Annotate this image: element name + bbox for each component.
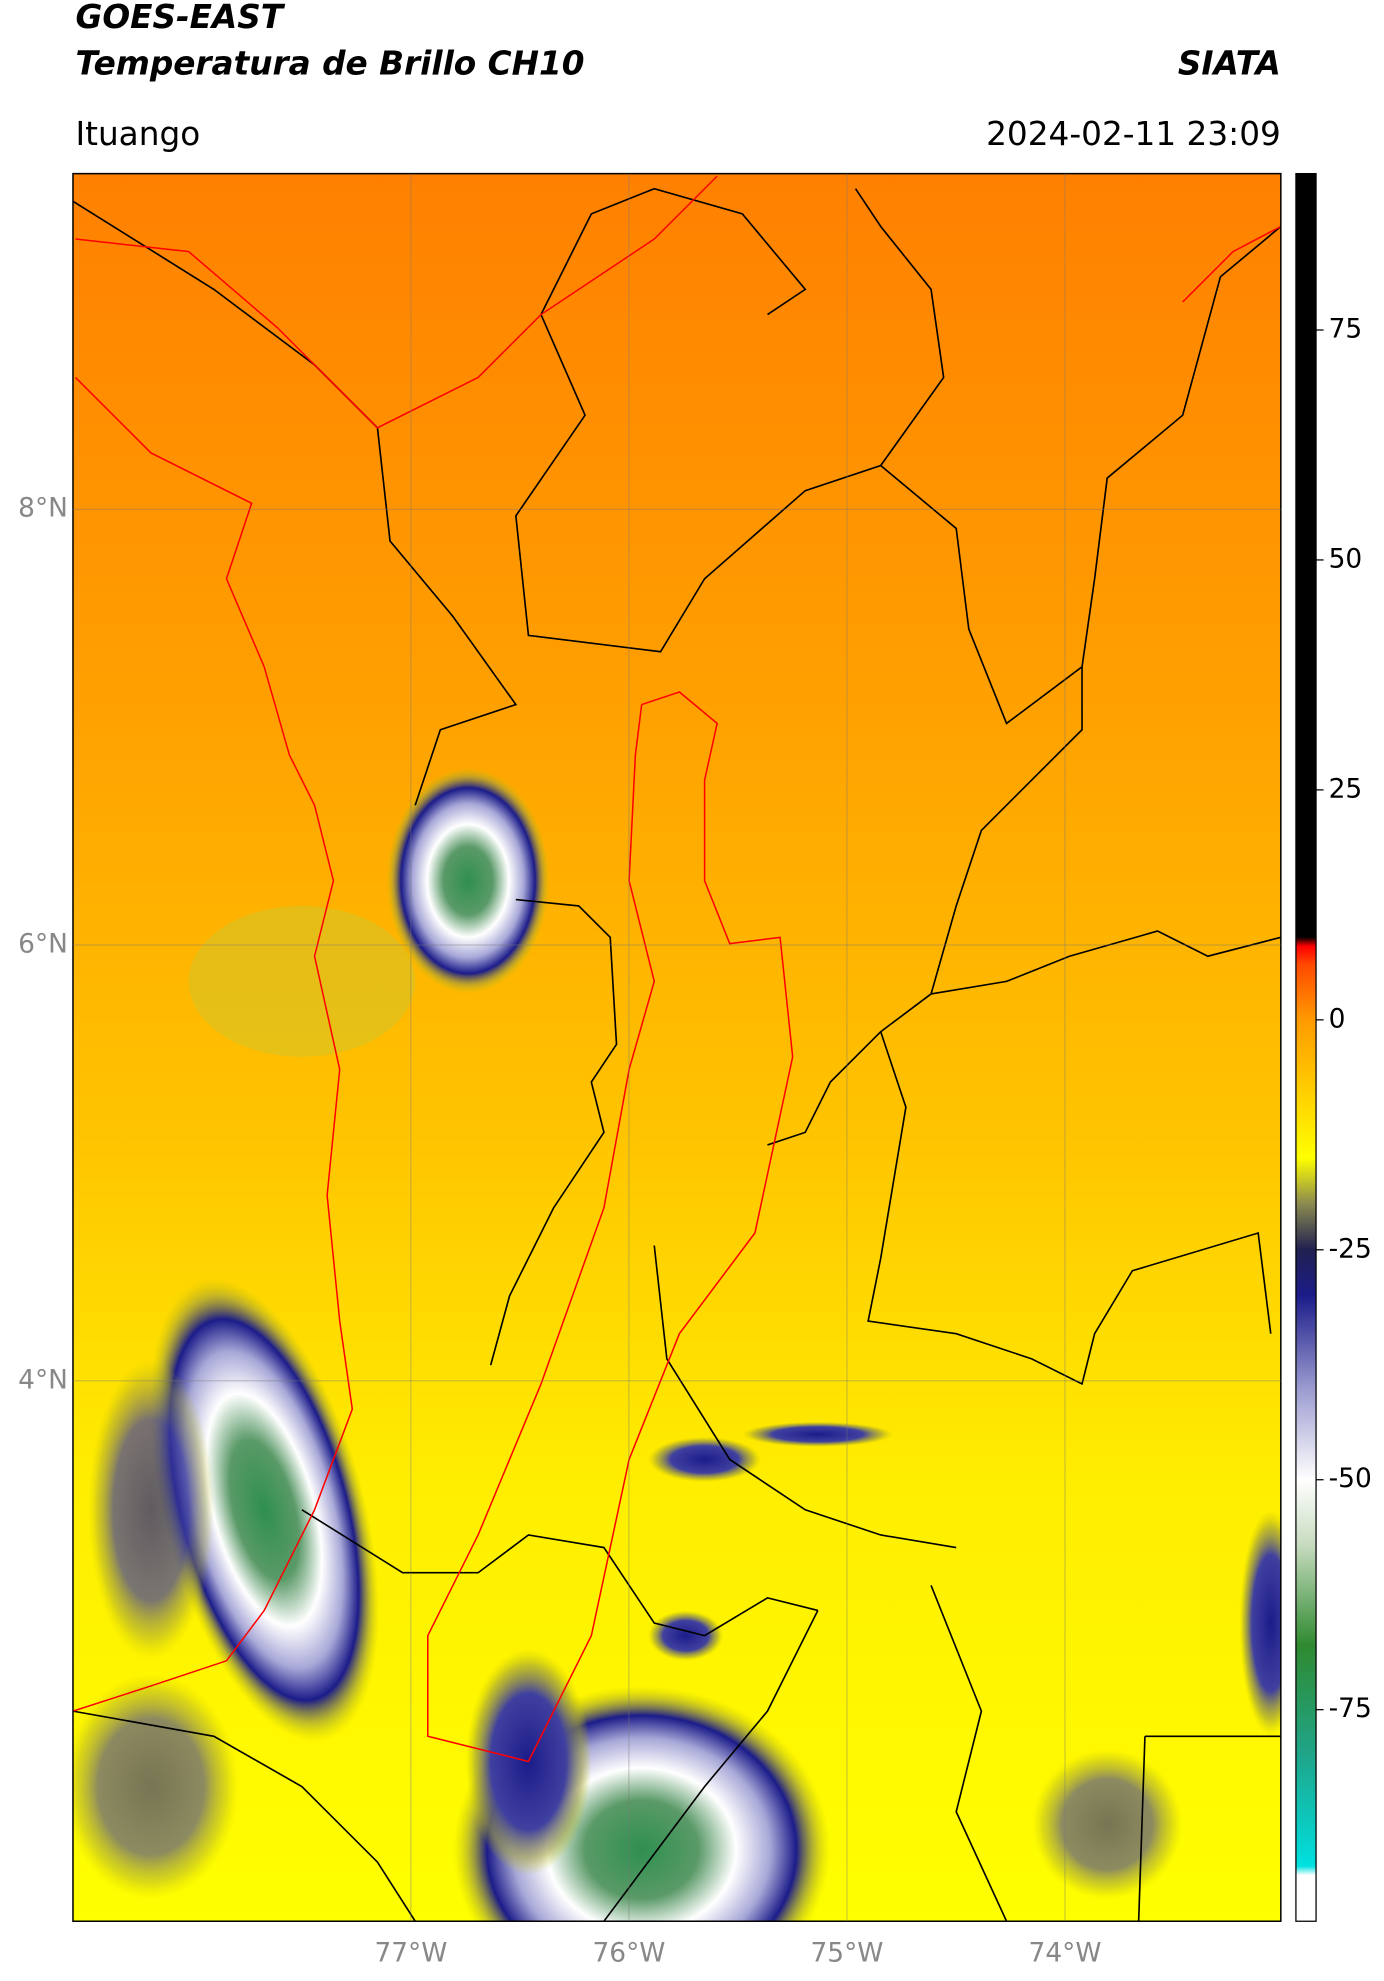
title: GOES-EAST	[75, 0, 285, 36]
y-tick-label: 6°N	[18, 929, 68, 960]
location: Ituango	[75, 115, 200, 153]
source: SIATA	[1178, 44, 1281, 82]
colorbar	[1295, 172, 1317, 1922]
x-tick-label: 77°W	[374, 1937, 447, 1968]
map-axes: 77°W 76°W 75°W 74°W 8°N 6°N 4°N	[18, 173, 1281, 1968]
x-tick-label: 76°W	[592, 1937, 665, 1968]
datetime: 2024-02-11 23:09	[986, 115, 1281, 153]
x-tick-label: 75°W	[810, 1937, 883, 1968]
colorbar-tick-label: -25	[1329, 1233, 1372, 1264]
map-image	[72, 173, 1281, 1922]
colorbar-tick-label: 75	[1329, 313, 1363, 344]
colorbar-axis: 75 50 25 0 -25 -50 -75	[1316, 313, 1372, 1724]
x-tick-label: 74°W	[1029, 1937, 1102, 1968]
colorbar-tick-label: -75	[1329, 1693, 1372, 1724]
subtitle: Temperatura de Brillo CH10	[75, 44, 584, 82]
y-tick-label: 8°N	[18, 493, 68, 524]
colorbar-tick-label: 25	[1329, 773, 1363, 804]
colorbar-tick-label: 50	[1329, 543, 1363, 574]
y-tick-label: 4°N	[18, 1364, 68, 1395]
colorbar-tick-label: -50	[1329, 1463, 1372, 1494]
colorbar-tick-label: 0	[1329, 1003, 1346, 1034]
map-frame	[72, 172, 1282, 1922]
